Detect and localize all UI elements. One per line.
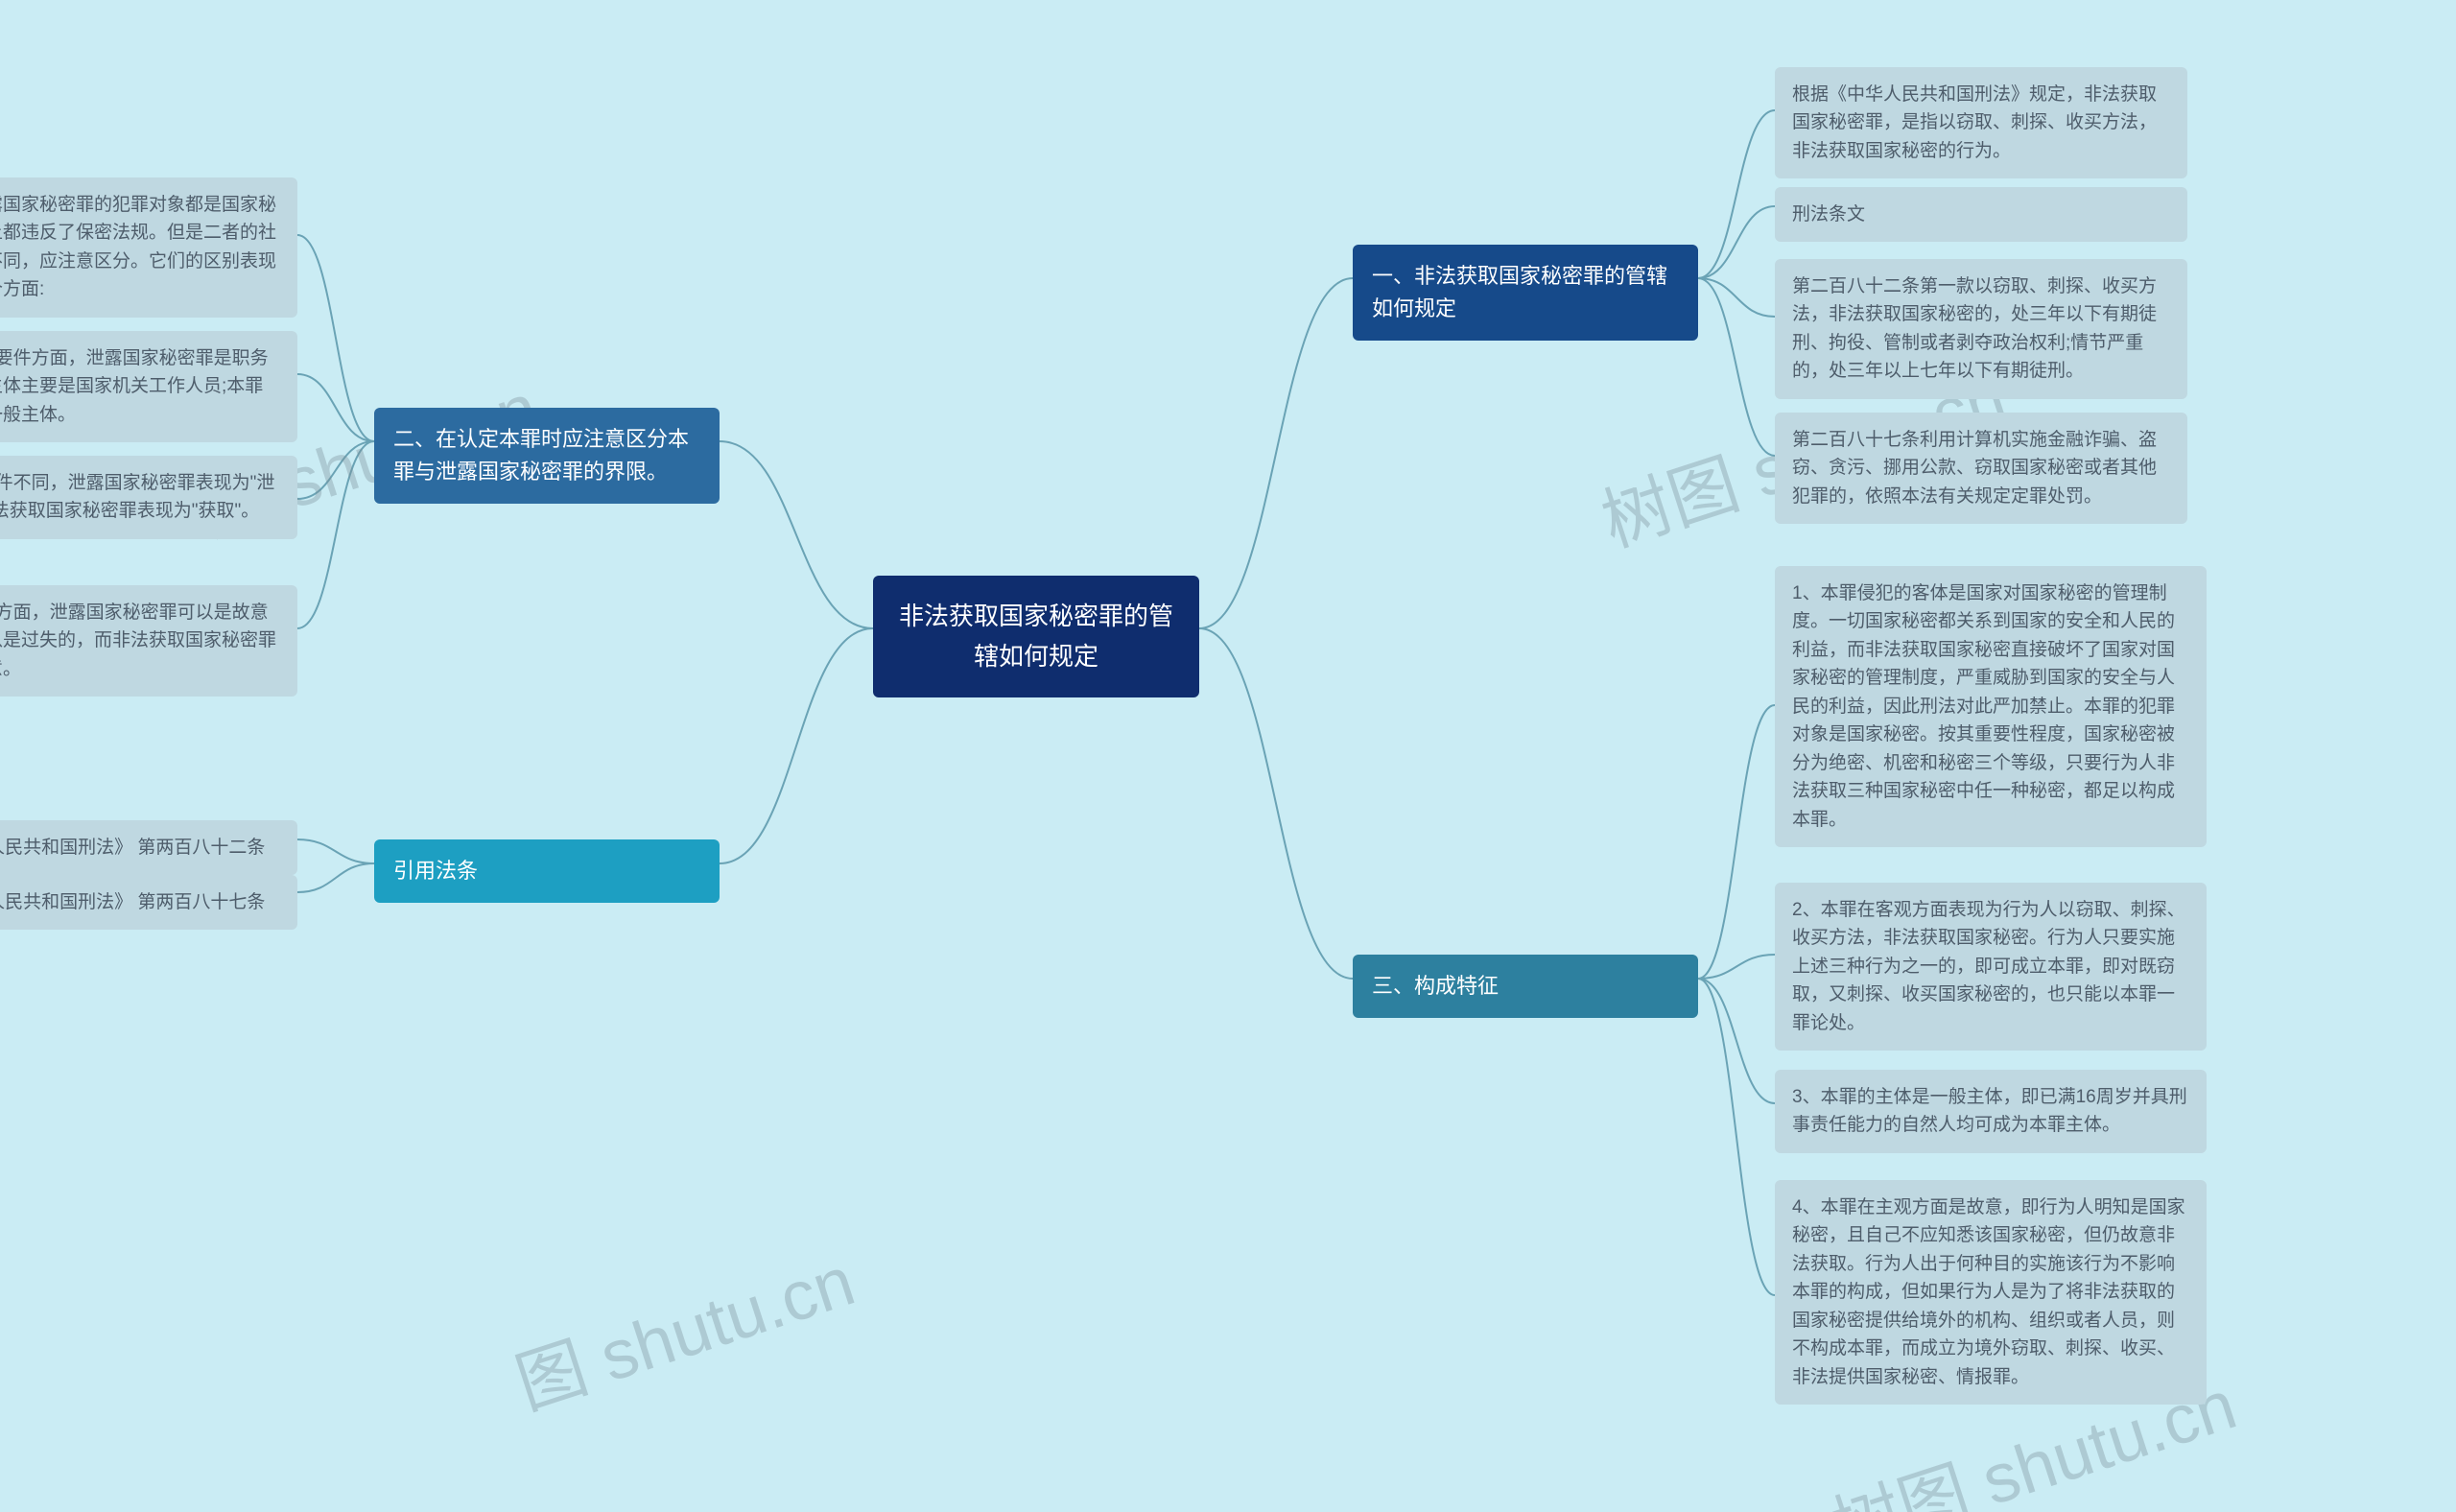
branch-3-leaf-3: 3、在主观方面，泄露国家秘密罪可以是故意的，也可以是过失的，而非法获取国家秘密罪… — [0, 585, 297, 697]
branch-4-leaf-0: [1]《中华人民共和国刑法》 第两百八十二条 — [0, 820, 297, 875]
branch-3-leaf-2: 2、客观要件不同，泄露国家秘密罪表现为"泄露"，而非法获取国家秘密罪表现为"获取… — [0, 456, 297, 539]
branch-4-leaf-1: [2]《中华人民共和国刑法》 第两百八十七条 — [0, 875, 297, 930]
branch-4: 引用法条 — [374, 839, 720, 903]
branch-1: 一、非法获取国家秘密罪的管辖如何规定 — [1353, 245, 1698, 341]
branch-1-leaf-1: 刑法条文 — [1775, 187, 2187, 242]
branch-2-leaf-1: 2、本罪在客观方面表现为行为人以窃取、刺探、收买方法，非法获取国家秘密。行为人只… — [1775, 883, 2207, 1051]
center-node: 非法获取国家秘密罪的管辖如何规定 — [873, 576, 1199, 697]
branch-1-leaf-3: 第二百八十七条利用计算机实施金融诈骗、盗窃、贪污、挪用公款、窃取国家秘密或者其他… — [1775, 413, 2187, 524]
branch-2-leaf-0: 1、本罪侵犯的客体是国家对国家秘密的管理制度。一切国家秘密都关系到国家的安全和人… — [1775, 566, 2207, 847]
branch-2-leaf-3: 4、本罪在主观方面是故意，即行为人明知是国家秘密，且自己不应知悉该国家秘密，但仍… — [1775, 1180, 2207, 1405]
branch-2: 三、构成特征 — [1353, 955, 1698, 1018]
branch-1-leaf-0: 根据《中华人民共和国刑法》规定，非法获取国家秘密罪，是指以窃取、刺探、收买方法，… — [1775, 67, 2187, 178]
branch-3: 二、在认定本罪时应注意区分本罪与泄露国家秘密罪的界限。 — [374, 408, 720, 504]
branch-2-leaf-2: 3、本罪的主体是一般主体，即已满16周岁并具刑事责任能力的自然人均可成为本罪主体… — [1775, 1070, 2207, 1153]
branch-1-leaf-2: 第二百八十二条第一款以窃取、刺探、收买方法，非法获取国家秘密的，处三年以下有期徒… — [1775, 259, 2187, 399]
branch-3-leaf-0: 本罪与泄露国家秘密罪的犯罪对象都是国家秘密，客观上都违反了保密法规。但是二者的社… — [0, 177, 297, 318]
watermark: 图 shutu.cn — [502, 1224, 865, 1428]
branch-3-leaf-1: 1、在主体要件方面，泄露国家秘密罪是职务犯罪，其主体主要是国家机关工作人员;本罪… — [0, 331, 297, 442]
